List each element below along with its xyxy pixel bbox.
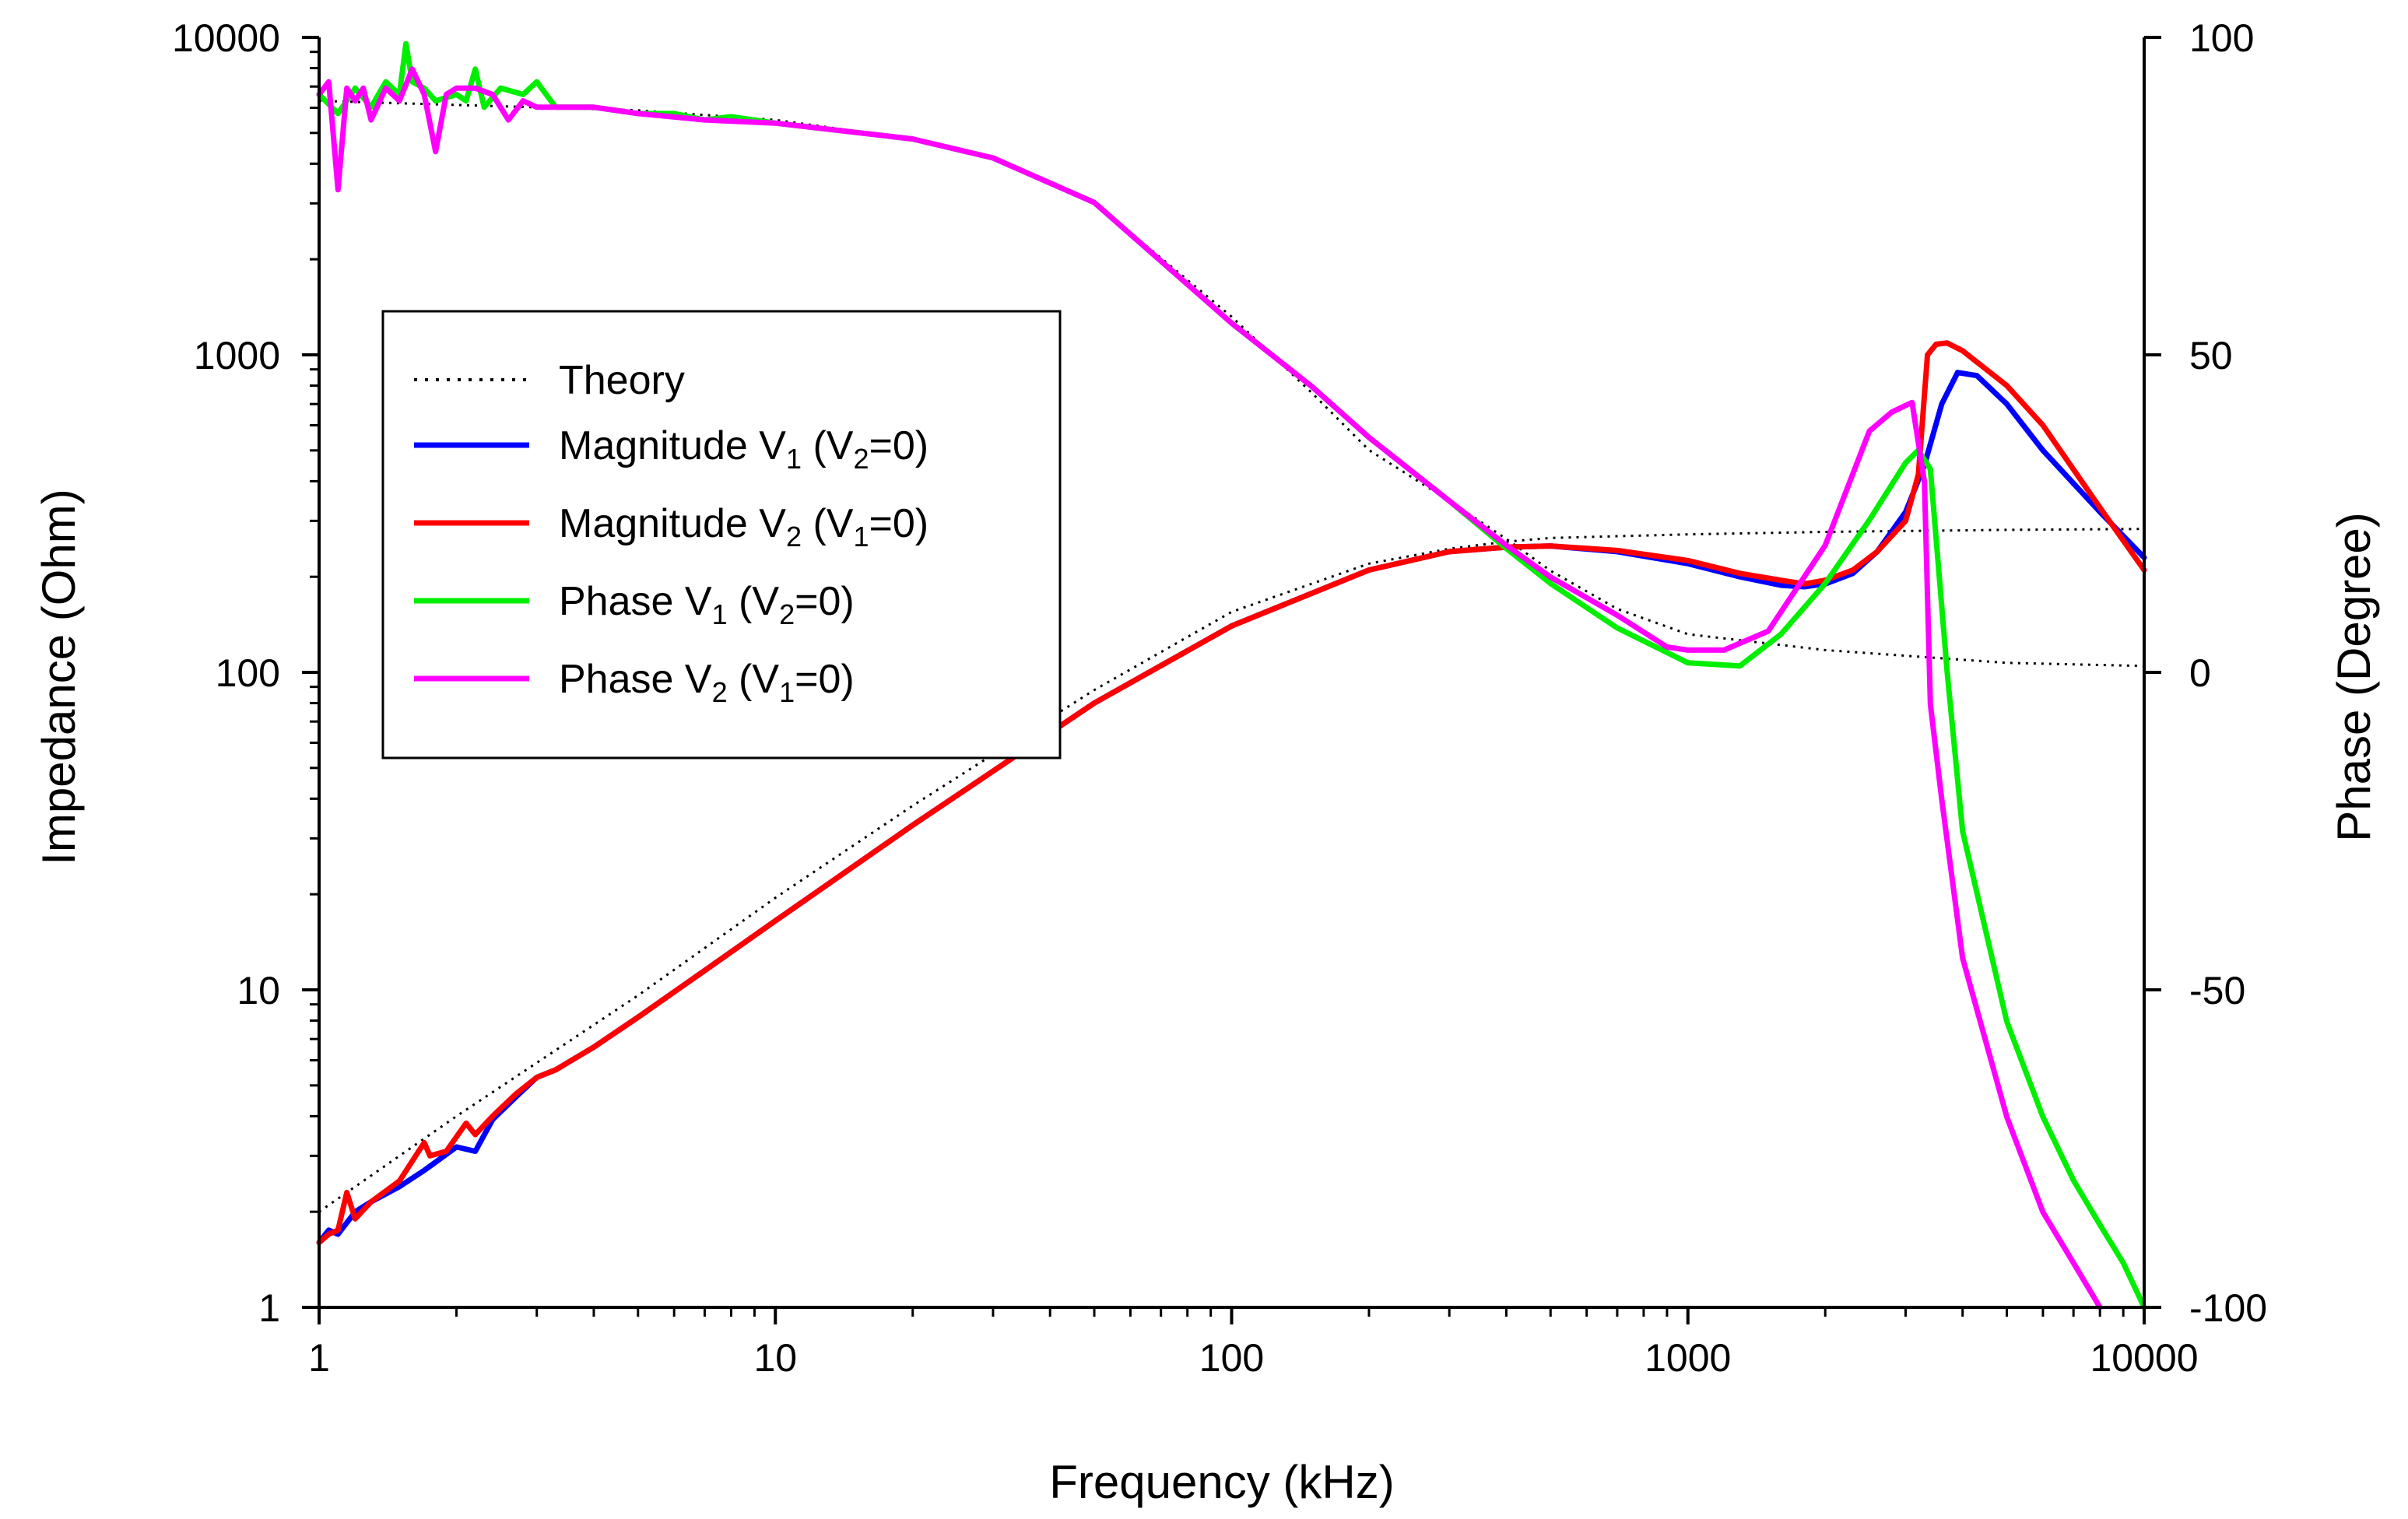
y-left-axis-title: Impedance (Ohm): [33, 489, 85, 865]
x-tick-label: 10000: [2090, 1336, 2198, 1380]
y-left-tick-label: 1: [258, 1286, 280, 1330]
legend-entry-theory: Theory: [414, 358, 685, 403]
y-left-tick-label: 1000: [194, 334, 280, 377]
y-right-tick-label: -50: [2189, 969, 2245, 1012]
x-tick-label: 10: [753, 1336, 797, 1380]
legend-entries: Theory Magnitude V1 (V2=0) Magnitude V2 (V…: [414, 358, 928, 708]
series-theory_mag: [318, 528, 2145, 1213]
legend-entry-magv2: Magnitude V2 (V1=0): [414, 501, 928, 553]
legend-label: Magnitude V1 (V2=0): [559, 423, 928, 475]
y-left-tick-label: 100: [216, 651, 280, 695]
x-tick-label: 100: [1199, 1336, 1264, 1380]
series-phase_v2: [316, 66, 2103, 1310]
series-mag_v2: [316, 340, 2147, 1246]
legend-label: Magnitude V2 (V1=0): [559, 501, 928, 553]
y-right-tick-label: 50: [2189, 334, 2233, 377]
series-layer: [316, 40, 2147, 1310]
y-right-tick-label: 0: [2189, 651, 2211, 695]
y-right-axis-title: Phase (Degree): [2328, 512, 2380, 842]
legend-entry-phv2: Phase V2 (V1=0): [414, 657, 855, 708]
legend-box: [381, 310, 1062, 760]
legend-entry-magv1: Magnitude V1 (V2=0): [414, 423, 928, 475]
y-left-tick-label: 10000: [172, 16, 280, 60]
legend-label: Phase V1 (V2=0): [559, 579, 855, 630]
y-left-tick-label: 10: [237, 969, 280, 1012]
y-right-tick-label: -100: [2189, 1286, 2267, 1330]
y-right-tick-label: 100: [2189, 16, 2254, 60]
labels-layer: 1 10 100 1000 10000 1 10 100 1000 10000 -100 -50 0 50…: [172, 16, 2267, 1380]
legend-label: Phase V2 (V1=0): [559, 657, 855, 708]
x-axis-title: Frequency (kHz): [1049, 1456, 1394, 1508]
legend-entry-phv1: Phase V1 (V2=0): [414, 579, 855, 630]
legend-label: Theory: [559, 358, 685, 403]
x-tick-label: 1000: [1645, 1336, 1731, 1380]
axes-layer: [302, 36, 2161, 1324]
x-tick-label: 1: [308, 1336, 330, 1380]
legend: Theory Magnitude V1 (V2=0) Magnitude V2 (V…: [381, 310, 1062, 760]
